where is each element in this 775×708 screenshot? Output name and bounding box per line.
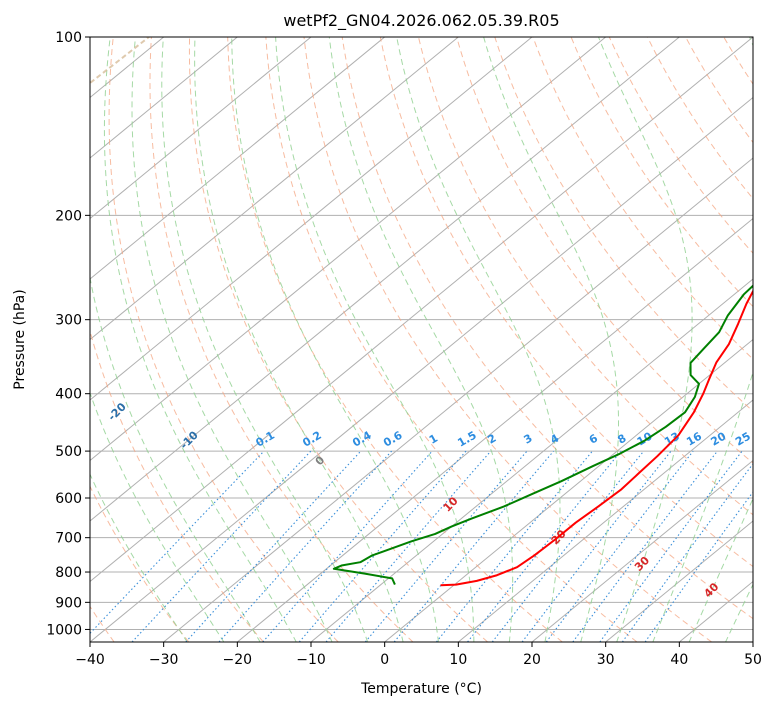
dry-adiabat-line: [341, 37, 753, 620]
isotherm-line: [531, 459, 753, 642]
isotherm-line: [90, 37, 753, 583]
y-tick-label: 400: [55, 387, 82, 403]
dry-adiabat-line: [90, 329, 264, 642]
x-tick-label: −20: [223, 652, 253, 668]
moist-adiabat-line: [90, 473, 188, 642]
mixing-ratio-line: [644, 491, 753, 642]
moist-adiabat-line: [275, 37, 475, 642]
x-tick-label: 40: [670, 652, 688, 668]
isotherm-line: [384, 338, 753, 642]
moist-adiabat-line: [231, 37, 439, 642]
mixing-ratio-line: [218, 450, 393, 642]
isotherm-line: [90, 37, 312, 220]
x-axis-title: Temperature (°C): [360, 681, 482, 697]
moist-adiabat-line: [103, 37, 297, 642]
moist-adiabat-line: [688, 497, 753, 642]
isotherm-line: [310, 278, 753, 642]
dry-adiabat-line: [303, 37, 713, 642]
y-tick-label: 1000: [46, 622, 82, 638]
dewpoint-profile-line: [332, 284, 753, 585]
moist-adiabat-line: [652, 37, 753, 642]
y-tick-label: 200: [55, 208, 82, 224]
mixing-ratio-line: [467, 450, 622, 642]
y-tick-label: 700: [55, 531, 82, 547]
mixing-ratio-line: [262, 450, 433, 642]
moist-adiabat-line: [328, 37, 514, 642]
dry-adiabat-line: [570, 37, 753, 308]
y-tick-label: 600: [55, 491, 82, 507]
moist-adiabats: [90, 37, 753, 642]
mixing-ratio-line: [572, 450, 718, 642]
moist-adiabat-line: [194, 37, 404, 642]
x-tick-label: 10: [449, 652, 467, 668]
y-axis-title: Pressure (hPa): [12, 289, 28, 389]
dry-adiabat-line: [149, 37, 414, 642]
dry-adiabat-line: [494, 37, 753, 412]
mixing-ratio-lines: [90, 450, 753, 642]
x-tick-label: 0: [380, 652, 389, 668]
isotherm-line: [163, 157, 753, 642]
x-tick-label: −30: [149, 652, 179, 668]
mixing-ratio-line: [599, 450, 743, 642]
mixing-ratio-line: [90, 450, 265, 635]
plot-frame: [89, 36, 754, 643]
profile-series: [332, 284, 753, 587]
temperature-profile-line: [440, 289, 753, 587]
isotherm-line: [90, 37, 385, 280]
isotherm-line: [458, 399, 753, 642]
moist-adiabat-line: [90, 275, 261, 642]
dry-adiabat-line: [188, 37, 488, 642]
x-tick-label: 50: [744, 652, 762, 668]
y-tick-label: 100: [55, 30, 82, 46]
isotherm-line: [90, 37, 533, 401]
isotherm-line: [237, 217, 753, 642]
isotherm-grid: [90, 37, 753, 642]
moist-adiabat-line: [131, 37, 333, 642]
dry-adiabat-line: [227, 37, 563, 642]
mixing-ratio-line: [491, 450, 645, 642]
y-axis-ticks: 100 200 300 400 500 600 700 800 900 1000: [46, 30, 90, 638]
isotherm-line: [90, 37, 238, 159]
y-tick-label: 500: [55, 444, 82, 460]
mixing-ratio-line: [364, 450, 528, 642]
x-tick-label: −10: [296, 652, 326, 668]
plot-area: -100-90-80-70-60-50-40-30-20-10010203040…: [90, 37, 753, 642]
mixing-ratio-line: [393, 450, 555, 642]
moist-adiabat-line: [161, 37, 369, 642]
mixing-ratio-line: [435, 450, 593, 642]
mixing-ratio-line: [545, 450, 694, 642]
isotherm-line: [605, 520, 753, 642]
x-tick-label: 20: [523, 652, 541, 668]
isotherm-line: [90, 37, 680, 522]
isotherm-line: [90, 37, 606, 462]
x-axis-ticks: −40 −30 −20 −10 0 10 20 30 40 50: [75, 642, 762, 668]
x-tick-label: −40: [75, 652, 105, 668]
y-tick-label: 900: [55, 595, 82, 611]
mixing-ratio-line: [621, 462, 753, 642]
y-tick-label: 300: [55, 313, 82, 329]
dry-adiabat-line: [532, 37, 753, 360]
isotherm-line: [90, 96, 753, 642]
dry-adiabat-line: [108, 37, 339, 642]
moist-adiabat-line: [598, 37, 693, 642]
moist-adiabat-line: [396, 37, 561, 642]
mixing-ratio-line: [131, 450, 312, 642]
moist-adiabat-line: [90, 391, 225, 642]
x-tick-label: 30: [597, 652, 615, 668]
mixing-ratio-line: [185, 450, 362, 642]
moist-adiabat-line: [483, 37, 620, 642]
chart-title: wetPf2_GN04.2026.062.05.39.R05: [283, 11, 559, 31]
y-tick-label: 800: [55, 565, 82, 581]
isotherm-line: [90, 37, 459, 341]
